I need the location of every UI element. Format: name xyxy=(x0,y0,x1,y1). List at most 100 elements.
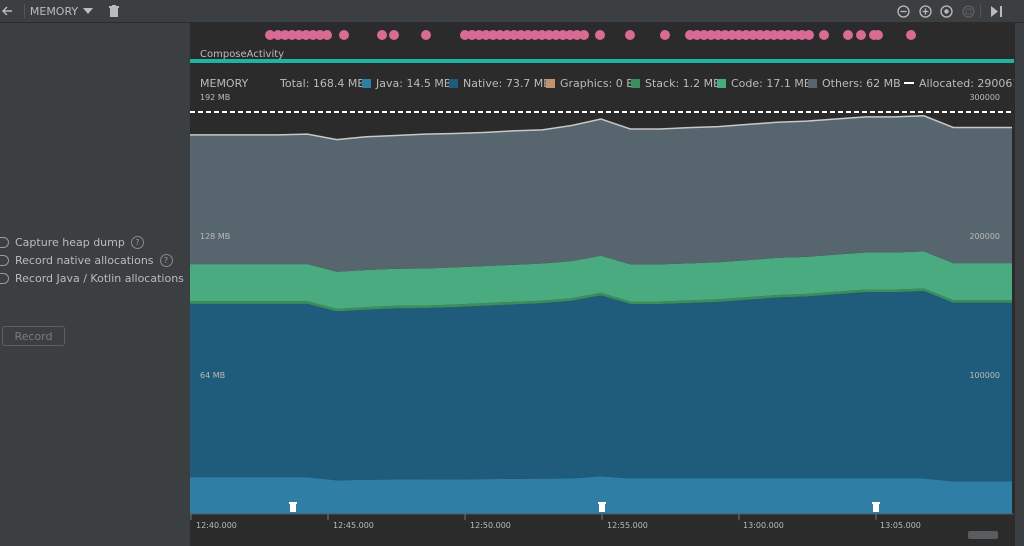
area-java xyxy=(190,476,1012,514)
x-axis-tick: 13:00.000 xyxy=(743,521,784,530)
user-event-dot xyxy=(421,30,431,40)
memory-timeline[interactable]: ComposeActivity MEMORY Total: 168.4 MB J… xyxy=(190,23,1014,546)
back-arrow-icon[interactable] xyxy=(0,0,14,22)
user-event-dot xyxy=(315,30,325,40)
user-event-dot xyxy=(516,30,526,40)
radio-button[interactable] xyxy=(0,254,9,266)
legend-native: Native: 73.7 MB xyxy=(449,76,551,90)
option-label: Record Java / Kotlin allocations xyxy=(15,271,184,285)
user-event-dot xyxy=(748,30,758,40)
user-event-dot xyxy=(741,30,751,40)
y-axis-right-tick: 100000 xyxy=(969,371,1000,380)
user-event-dot xyxy=(544,30,554,40)
legend-java: Java: 14.5 MB xyxy=(362,76,451,90)
user-event-dot xyxy=(339,30,349,40)
reset-zoom-icon[interactable] xyxy=(939,0,953,22)
user-event-dot xyxy=(565,30,575,40)
user-event-dot xyxy=(558,30,568,40)
user-event-dot xyxy=(537,30,547,40)
user-event-dot xyxy=(301,30,311,40)
gc-trash-icon xyxy=(289,502,297,504)
area-code xyxy=(190,251,1012,309)
x-axis-tick: 12:55.000 xyxy=(607,521,648,530)
user-event-dot xyxy=(783,30,793,40)
user-event-dot xyxy=(706,30,716,40)
area-others xyxy=(190,115,1012,272)
help-icon[interactable]: ? xyxy=(159,253,173,267)
user-event-dot xyxy=(322,30,332,40)
user-event-dot xyxy=(843,30,853,40)
legend-allocated: Allocated: 290061 xyxy=(904,76,1014,90)
option-record-native-allocations[interactable]: Record native allocations ? xyxy=(0,252,173,268)
y-axis-right-tick: 200000 xyxy=(969,232,1000,241)
legend-title: MEMORY xyxy=(200,76,249,90)
legend-graphics: Graphics: 0 B xyxy=(546,76,634,90)
x-axis-tick: 12:50.000 xyxy=(470,521,511,530)
toolbar: MEMORY xyxy=(0,0,1024,23)
legend-stack: Stack: 1.2 MB xyxy=(631,76,721,90)
user-event-dot xyxy=(769,30,779,40)
user-event-dot xyxy=(488,30,498,40)
user-event-dot xyxy=(776,30,786,40)
user-event-dot xyxy=(481,30,491,40)
user-event-dot xyxy=(389,30,399,40)
horizontal-scrollbar[interactable] xyxy=(968,531,998,539)
user-event-dot xyxy=(720,30,730,40)
zoom-out-icon[interactable] xyxy=(896,0,910,22)
record-button[interactable]: Record xyxy=(2,326,65,346)
option-record-java-kotlin-allocations[interactable]: Record Java / Kotlin allocations ? xyxy=(0,270,203,286)
user-event-dot xyxy=(856,30,866,40)
user-event-dot xyxy=(819,30,829,40)
user-event-dot xyxy=(572,30,582,40)
gc-trash-icon xyxy=(872,502,880,504)
user-event-dot xyxy=(579,30,589,40)
radio-button[interactable] xyxy=(0,272,9,284)
user-event-dot xyxy=(873,30,883,40)
toolbar-divider xyxy=(24,4,25,18)
gc-trash-icon xyxy=(598,502,606,504)
legend-total: Total: 168.4 MB xyxy=(280,76,365,90)
profiler-dropdown-label[interactable]: MEMORY xyxy=(29,4,79,18)
gc-trash-icon xyxy=(599,504,605,512)
gc-trash-icon xyxy=(873,504,879,512)
toolbar-divider xyxy=(980,4,981,18)
user-event-dot xyxy=(509,30,519,40)
user-event-dot xyxy=(692,30,702,40)
zoom-in-icon[interactable] xyxy=(918,0,932,22)
user-event-dot xyxy=(460,30,470,40)
user-event-dot xyxy=(530,30,540,40)
user-event-dot xyxy=(265,30,275,40)
radio-button[interactable] xyxy=(0,236,9,248)
user-event-dot xyxy=(762,30,772,40)
chevron-down-icon[interactable] xyxy=(82,0,94,22)
area-stack xyxy=(190,288,1012,312)
activity-bar xyxy=(190,59,1014,63)
legend-others: Others: 62 MB xyxy=(808,76,901,90)
user-event-dot xyxy=(625,30,635,40)
user-event-dot xyxy=(755,30,765,40)
recording-options-panel: Capture heap dump ? Record native alloca… xyxy=(0,23,203,546)
user-event-dot xyxy=(287,30,297,40)
y-axis-right-tick: 300000 xyxy=(969,93,1000,102)
user-event-dot xyxy=(685,30,695,40)
y-axis-left-tick: 192 MB xyxy=(200,93,231,102)
user-event-dot xyxy=(273,30,283,40)
user-event-dot xyxy=(551,30,561,40)
user-event-dot xyxy=(280,30,290,40)
x-axis-tick: 12:45.000 xyxy=(333,521,374,530)
help-icon[interactable]: ? xyxy=(130,235,144,249)
user-event-dot xyxy=(713,30,723,40)
user-event-dot xyxy=(377,30,387,40)
user-event-dot xyxy=(467,30,477,40)
x-axis-tick: 12:40.000 xyxy=(196,521,237,530)
option-capture-heap-dump[interactable]: Capture heap dump ? xyxy=(0,234,144,250)
gc-trash-icon xyxy=(290,504,296,512)
option-label: Capture heap dump xyxy=(15,235,125,249)
user-event-dot xyxy=(804,30,814,40)
user-event-dot xyxy=(906,30,916,40)
zoom-to-selection-icon xyxy=(961,0,975,22)
go-live-icon[interactable] xyxy=(990,0,1004,22)
option-label: Record native allocations xyxy=(15,253,154,267)
right-tool-window-strip xyxy=(1014,23,1024,546)
trash-icon[interactable] xyxy=(108,0,120,22)
